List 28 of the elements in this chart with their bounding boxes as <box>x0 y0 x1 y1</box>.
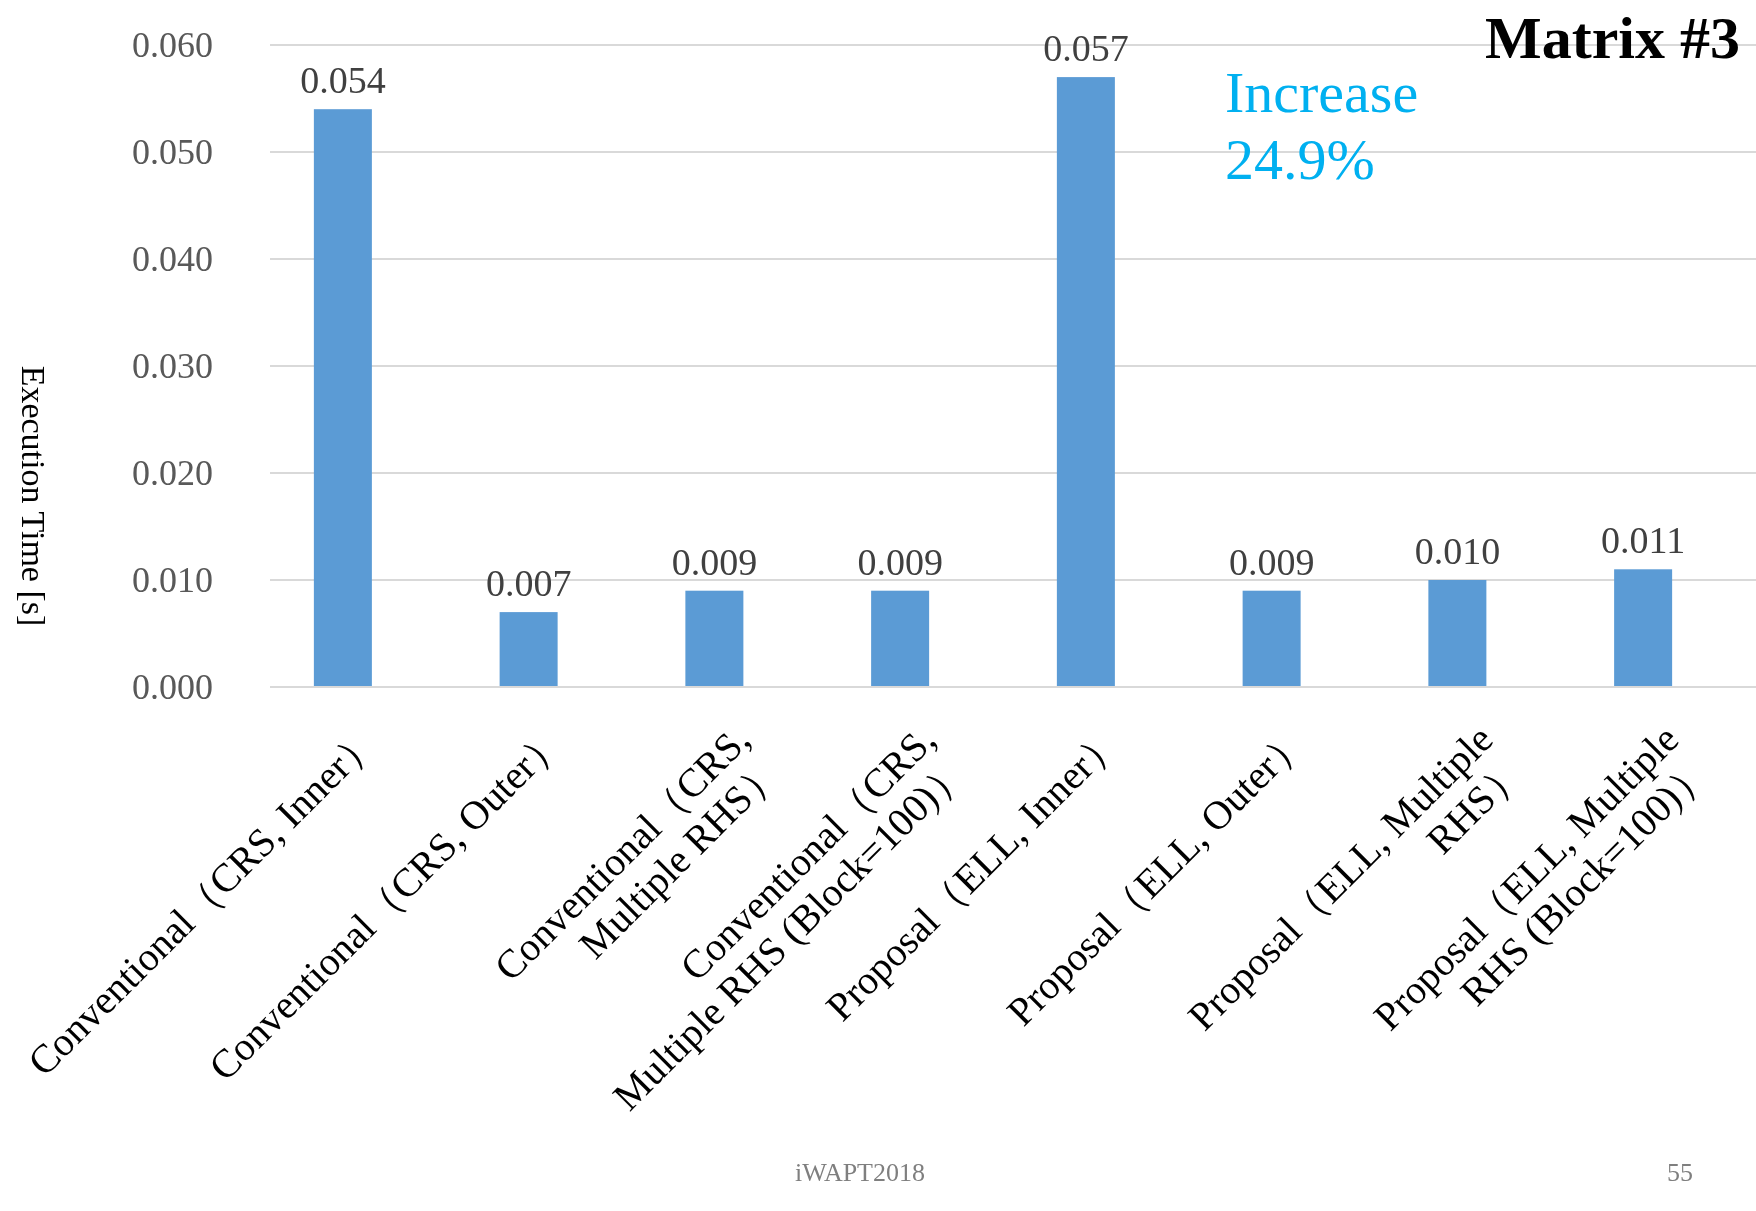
data-label: 0.054 <box>300 59 386 102</box>
data-label: 0.007 <box>485 562 572 605</box>
data-label: 0.009 <box>857 540 943 583</box>
text: 55 <box>1666 1158 1694 1188</box>
y-tick-label: 0.010 <box>132 560 213 600</box>
y-axis-title: Execution Time [s] <box>15 365 52 627</box>
data-label: 0.011 <box>1601 519 1686 562</box>
y-tick-label: 0.020 <box>132 453 213 493</box>
y-tick-label: 0.000 <box>132 667 213 707</box>
bar <box>1056 77 1115 687</box>
bar <box>1614 569 1673 687</box>
bar <box>1242 590 1301 687</box>
bar <box>1428 580 1487 687</box>
text: iWAPT2018 <box>794 1158 926 1188</box>
data-label: 0.009 <box>1228 540 1315 583</box>
annotation: Increase 24.9% <box>1225 60 1420 194</box>
y-tick-label: 0.050 <box>132 132 213 172</box>
bar <box>871 590 930 687</box>
bar <box>685 590 744 687</box>
y-tick-label: 0.040 <box>132 239 213 279</box>
chart-title: Matrix #3 <box>1485 5 1740 71</box>
data-label: 0.010 <box>1414 530 1501 572</box>
bar <box>499 612 558 687</box>
data-label: 0.057 <box>1043 27 1129 70</box>
data-label: 0.009 <box>671 540 758 583</box>
bar <box>313 109 372 687</box>
y-tick-label: 0.060 <box>132 25 213 65</box>
y-tick-label: 0.030 <box>132 346 213 386</box>
